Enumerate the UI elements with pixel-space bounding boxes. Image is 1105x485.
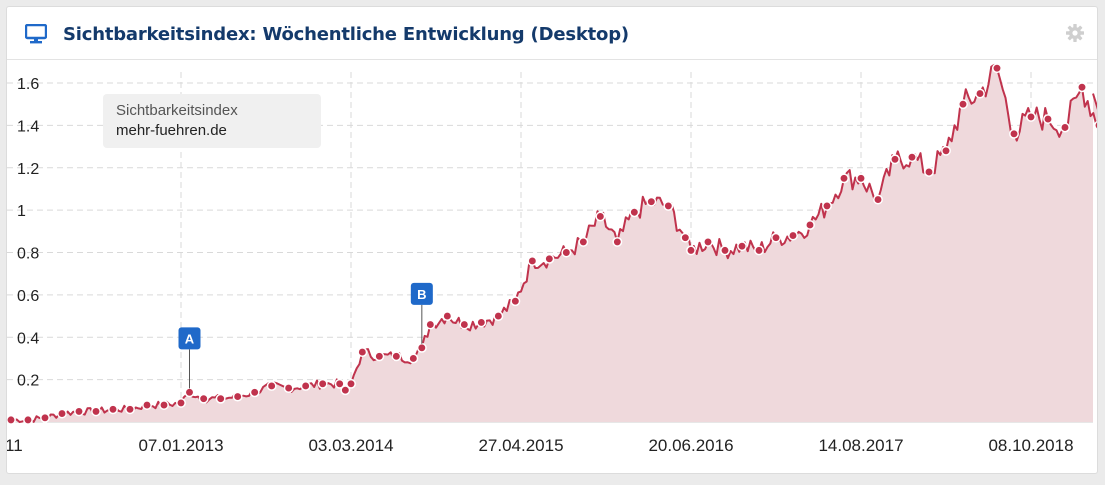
annotation-marker[interactable] xyxy=(178,327,201,350)
data-point[interactable] xyxy=(720,245,730,256)
y-tick-label: 1.4 xyxy=(17,118,39,135)
data-point[interactable] xyxy=(890,154,900,165)
data-point[interactable] xyxy=(907,152,917,163)
data-point[interactable] xyxy=(941,145,951,156)
data-point[interactable] xyxy=(578,236,589,247)
data-point[interactable] xyxy=(754,245,764,256)
data-point[interactable] xyxy=(125,404,135,415)
visibility-widget: Sichtbarkeitsindex: Wöchentliche Entwick… xyxy=(6,6,1098,474)
data-point[interactable] xyxy=(91,406,101,417)
data-point[interactable] xyxy=(663,200,674,211)
data-point[interactable] xyxy=(1043,114,1053,124)
y-tick-label: 1.2 xyxy=(17,161,39,178)
data-point[interactable] xyxy=(57,408,67,419)
data-point[interactable] xyxy=(232,391,243,402)
annotation-label: B xyxy=(417,287,426,302)
widget-title: Sichtbarkeitsindex: Wöchentliche Entwick… xyxy=(63,24,629,45)
widget-header: Sichtbarkeitsindex: Wöchentliche Entwick… xyxy=(7,7,1097,60)
y-tick-label: 1 xyxy=(17,203,26,220)
data-point[interactable] xyxy=(317,378,328,389)
data-point[interactable] xyxy=(992,63,1002,74)
data-point[interactable] xyxy=(476,317,487,328)
data-point[interactable] xyxy=(416,342,427,353)
data-point[interactable] xyxy=(391,351,402,362)
data-point[interactable] xyxy=(23,414,33,425)
monitor-icon xyxy=(25,24,47,44)
data-point[interactable] xyxy=(856,173,866,184)
data-point[interactable] xyxy=(340,385,351,396)
data-point[interactable] xyxy=(374,351,385,362)
annotation-label: A xyxy=(185,331,195,346)
x-tick-label: 14.08.2017 xyxy=(818,436,903,455)
legend-label: Sichtbarkeitsindex xyxy=(116,102,238,119)
legend-domain: mehr-fuehren.de xyxy=(116,122,227,139)
chart-legend: Sichtbarkeitsindex mehr-fuehren.de xyxy=(103,94,321,148)
series-area xyxy=(11,64,1097,422)
data-point[interactable] xyxy=(544,253,555,264)
data-point[interactable] xyxy=(184,387,195,398)
annotation-marker[interactable] xyxy=(410,282,433,305)
data-point[interactable] xyxy=(176,397,186,408)
data-point[interactable] xyxy=(108,404,118,415)
gear-icon[interactable] xyxy=(1065,23,1085,43)
visibility-chart: A B 0.2 0.4 0.6 0.8 1 1.2 1.4 1.6 11 07.01.2013 03… xyxy=(7,63,1098,455)
data-point[interactable] xyxy=(737,241,747,252)
data-point[interactable] xyxy=(159,400,169,410)
data-point[interactable] xyxy=(595,211,606,222)
data-point[interactable] xyxy=(703,236,713,247)
x-tick-label: 08.10.2018 xyxy=(988,436,1073,455)
x-tick-label: 11 xyxy=(7,436,23,455)
data-point[interactable] xyxy=(7,414,16,425)
x-tick-label: 27.04.2015 xyxy=(478,436,563,455)
data-point[interactable] xyxy=(788,230,798,241)
data-point[interactable] xyxy=(198,393,209,404)
data-point[interactable] xyxy=(283,383,294,394)
data-point[interactable] xyxy=(527,256,538,266)
data-point[interactable] xyxy=(839,173,849,184)
data-point[interactable] xyxy=(334,378,345,389)
data-point[interactable] xyxy=(1060,122,1070,133)
data-point[interactable] xyxy=(629,207,640,218)
y-tick-label: 0.4 xyxy=(17,330,39,347)
data-point[interactable] xyxy=(975,88,985,99)
data-point[interactable] xyxy=(266,381,277,391)
data-point[interactable] xyxy=(300,381,311,391)
data-point[interactable] xyxy=(40,412,50,423)
data-point[interactable] xyxy=(1026,111,1036,122)
data-point[interactable] xyxy=(74,406,84,417)
data-point[interactable] xyxy=(924,167,934,177)
data-point[interactable] xyxy=(1094,120,1098,130)
data-point[interactable] xyxy=(805,220,815,230)
data-point[interactable] xyxy=(1077,82,1087,93)
data-point[interactable] xyxy=(873,194,883,205)
y-tick-label: 1.6 xyxy=(17,76,39,93)
data-point[interactable] xyxy=(408,353,419,364)
data-point[interactable] xyxy=(442,311,453,322)
data-point[interactable] xyxy=(612,236,623,247)
data-point[interactable] xyxy=(680,232,691,243)
data-point[interactable] xyxy=(215,393,226,404)
data-point[interactable] xyxy=(561,247,572,258)
data-point[interactable] xyxy=(249,387,260,398)
y-tick-label: 0.8 xyxy=(17,246,39,263)
data-point[interactable] xyxy=(510,296,521,307)
data-point[interactable] xyxy=(357,347,368,358)
y-tick-label: 0.6 xyxy=(17,288,39,305)
x-tick-label: 03.03.2014 xyxy=(308,436,393,455)
data-point[interactable] xyxy=(425,319,436,330)
data-point[interactable] xyxy=(686,245,696,256)
data-point[interactable] xyxy=(646,196,657,207)
data-point[interactable] xyxy=(958,99,968,110)
data-point[interactable] xyxy=(771,232,781,243)
data-point[interactable] xyxy=(142,400,152,410)
x-tick-label: 20.06.2016 xyxy=(648,436,733,455)
data-point[interactable] xyxy=(822,200,832,211)
data-point[interactable] xyxy=(346,378,356,389)
data-point[interactable] xyxy=(493,311,504,322)
y-tick-label: 0.2 xyxy=(17,373,39,390)
data-point[interactable] xyxy=(459,319,470,330)
data-point[interactable] xyxy=(1009,128,1019,139)
x-tick-label: 07.01.2013 xyxy=(138,436,223,455)
